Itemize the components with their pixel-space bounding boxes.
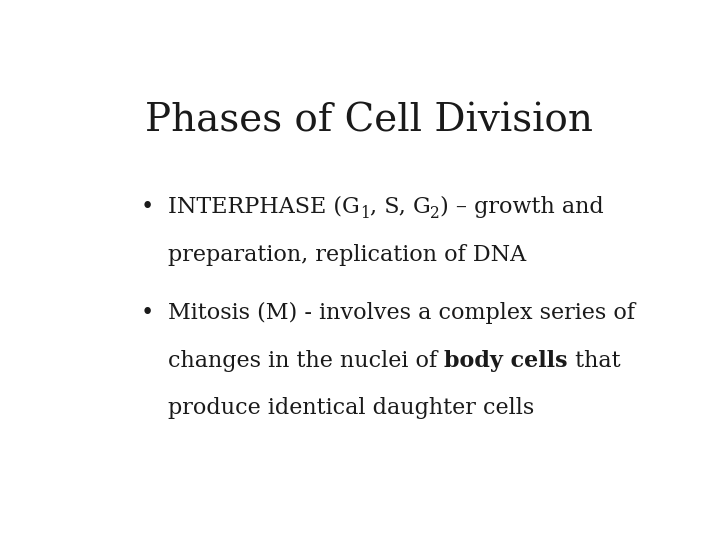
Text: INTERPHASE (G: INTERPHASE (G bbox=[168, 196, 360, 218]
Text: that: that bbox=[568, 349, 621, 372]
Text: produce identical daughter cells: produce identical daughter cells bbox=[168, 397, 534, 420]
Text: •: • bbox=[140, 302, 153, 324]
Text: 1: 1 bbox=[360, 205, 369, 222]
Text: Mitosis (M) - involves a complex series of: Mitosis (M) - involves a complex series … bbox=[168, 302, 635, 324]
Text: 2: 2 bbox=[431, 205, 440, 222]
Text: Phases of Cell Division: Phases of Cell Division bbox=[145, 102, 593, 139]
Text: •: • bbox=[140, 196, 153, 218]
Text: changes in the nuclei of: changes in the nuclei of bbox=[168, 349, 444, 372]
Text: ) – growth and: ) – growth and bbox=[440, 196, 604, 218]
Text: , S, G: , S, G bbox=[369, 196, 431, 218]
Text: body cells: body cells bbox=[444, 349, 568, 372]
Text: preparation, replication of DNA: preparation, replication of DNA bbox=[168, 244, 526, 266]
